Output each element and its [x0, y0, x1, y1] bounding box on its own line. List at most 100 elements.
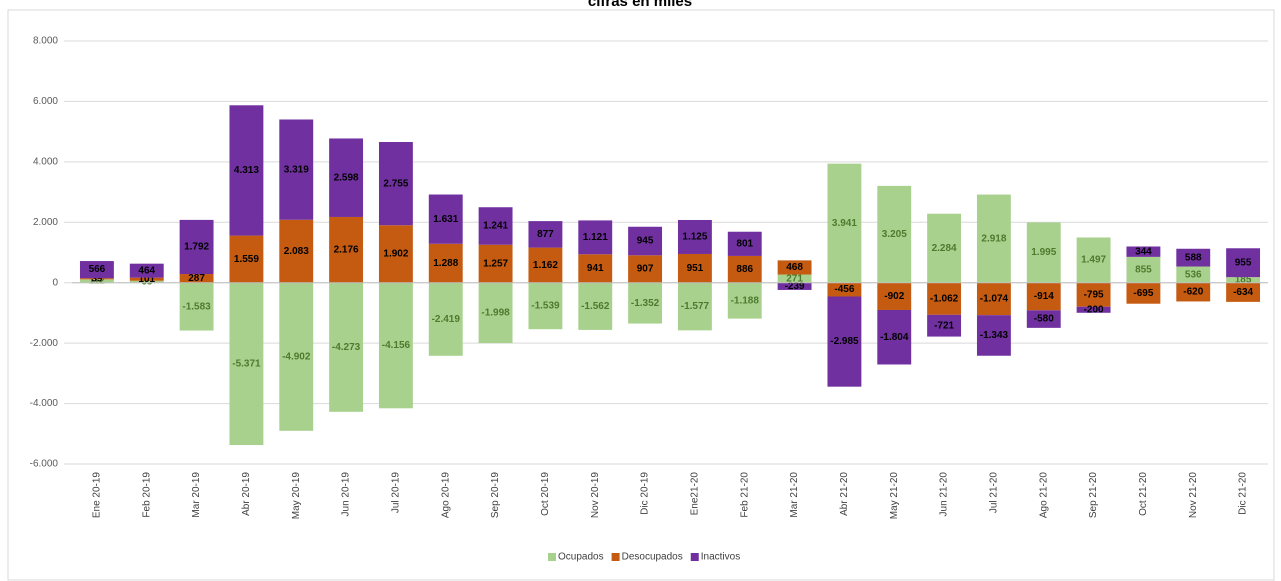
data-label: 101: [138, 274, 155, 285]
data-label: 271: [786, 273, 803, 284]
bar-segment: [1226, 277, 1261, 283]
x-tick-label: Abr 20-19: [241, 472, 252, 516]
bar-segment: [378, 142, 413, 226]
data-label: 2.598: [334, 172, 359, 183]
bar-segment: [428, 282, 463, 356]
bar-segment: [1126, 282, 1161, 304]
data-label: -1.998: [481, 308, 510, 319]
bar-segment: [927, 282, 962, 315]
bar-segment: [777, 282, 812, 290]
data-label: 1.125: [682, 232, 707, 243]
data-label: -721: [934, 320, 954, 331]
bar-segment: [727, 282, 762, 319]
data-label: 588: [1185, 252, 1202, 263]
bar-segment: [229, 105, 264, 236]
data-label: 1.631: [433, 214, 458, 225]
data-label: 65: [141, 276, 153, 287]
data-label: 39: [91, 273, 103, 284]
data-label: 2.755: [383, 178, 408, 189]
data-label: -902: [884, 291, 904, 302]
bar-segment: [877, 309, 912, 365]
bar-segment: [1026, 222, 1061, 283]
bar-segment: [827, 282, 862, 297]
chart-title: cifras en miles: [588, 0, 692, 10]
data-label: 1.792: [184, 242, 209, 253]
data-label: 566: [89, 264, 106, 275]
data-label: -914: [1034, 291, 1054, 302]
bar-segment: [478, 244, 513, 283]
bar-segment: [927, 314, 962, 337]
data-label: -795: [1084, 289, 1104, 300]
x-tick-label: Jun 20-19: [341, 472, 352, 517]
data-label: 3.941: [832, 218, 857, 229]
bar-segment: [179, 274, 214, 283]
data-label: -1.343: [980, 330, 1009, 341]
data-label: -1.062: [930, 293, 959, 304]
x-tick-label: Oct 21-20: [1138, 472, 1149, 516]
data-label: -1.583: [182, 301, 211, 312]
bar-segment: [677, 253, 712, 283]
bar-segment: [578, 220, 613, 255]
y-tick-label: -6.000: [30, 459, 59, 470]
data-label: -200: [1084, 304, 1104, 315]
x-tick-label: Jun 21-20: [939, 472, 950, 517]
x-tick-label: Abr 21-20: [839, 472, 850, 516]
bar-segment: [1026, 282, 1061, 311]
data-label: 536: [1185, 269, 1202, 280]
bar-segment: [528, 221, 563, 248]
data-label: 945: [637, 236, 654, 247]
y-tick-label: 8.000: [33, 36, 58, 47]
x-tick-label: Jul 21-20: [989, 472, 1000, 514]
data-label: 1.995: [1031, 247, 1056, 258]
data-label: 1.121: [583, 232, 608, 243]
bar-segment: [677, 282, 712, 331]
data-label: 185: [1235, 275, 1252, 286]
y-tick-label: 4.000: [33, 156, 58, 167]
bar-segment: [378, 282, 413, 409]
bar-segment: [777, 274, 812, 283]
bar-segment: [79, 278, 114, 280]
data-label: 344: [1135, 246, 1152, 257]
data-label: -1.352: [631, 298, 660, 309]
bar-segment: [578, 254, 613, 283]
bar-segment: [1226, 282, 1261, 302]
data-label: 468: [786, 262, 803, 273]
data-label: 855: [1135, 264, 1152, 275]
bar-segment: [478, 282, 513, 344]
x-tick-label: Nov 20-19: [590, 472, 601, 519]
data-label: 951: [687, 263, 704, 274]
bar-segment: [1176, 266, 1211, 283]
data-label: -580: [1034, 314, 1054, 325]
legend-label: Inactivos: [701, 552, 740, 563]
bar-segment: [329, 138, 364, 217]
legend-swatch: [548, 553, 556, 561]
data-label: 2.176: [334, 244, 359, 255]
data-label: 1.559: [234, 254, 259, 265]
data-label: 877: [537, 229, 554, 240]
x-tick-label: Jul 20-19: [391, 472, 402, 514]
data-label: 2.284: [932, 243, 957, 254]
data-label: -1.188: [731, 295, 760, 306]
bar-segment: [727, 255, 762, 283]
x-tick-label: Feb 21-20: [739, 472, 750, 518]
legend-swatch: [690, 553, 699, 561]
data-label: 1.241: [483, 221, 508, 232]
data-label: -4.273: [332, 342, 361, 353]
data-label: -695: [1133, 288, 1153, 299]
bar-segment: [1026, 310, 1061, 328]
x-tick-label: Ago 21-20: [1038, 472, 1049, 519]
data-label: 2.083: [284, 246, 309, 257]
data-label: -2.419: [432, 314, 461, 325]
data-label: 1.497: [1081, 255, 1106, 266]
bar-segment: [976, 194, 1011, 283]
bar-segment: [1076, 282, 1111, 307]
bar-segment: [727, 231, 762, 256]
bar-segment: [827, 296, 862, 387]
bar-segment: [1076, 306, 1111, 313]
data-label: -1.577: [681, 301, 710, 312]
data-label: 3.319: [284, 164, 309, 175]
data-label: 941: [587, 263, 604, 274]
bar-segment: [877, 185, 912, 283]
data-label: 1.162: [533, 260, 558, 271]
